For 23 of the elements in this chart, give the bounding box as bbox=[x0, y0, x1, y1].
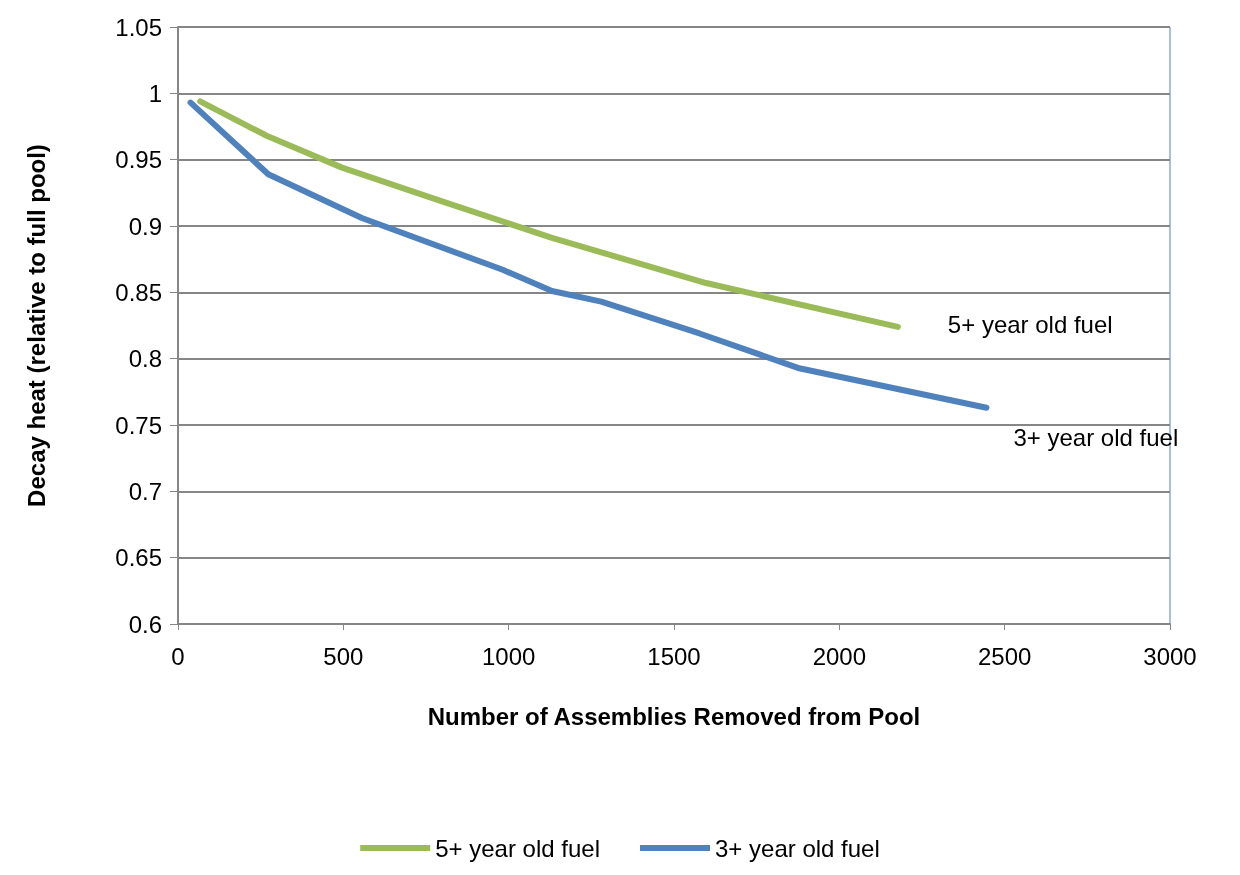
y-tick-label: 0.85 bbox=[115, 278, 162, 306]
legend-label: 5+ year old fuel bbox=[435, 834, 600, 862]
y-tick-label: 0.7 bbox=[128, 477, 162, 505]
y-tick-label: 0.8 bbox=[128, 345, 162, 373]
x-tick-label: 500 bbox=[323, 642, 364, 670]
x-tick-label: 1000 bbox=[481, 642, 536, 670]
x-tick-label: 2500 bbox=[977, 642, 1032, 670]
annotation: 5+ year old fuel bbox=[947, 311, 1113, 339]
y-tick-label: 0.65 bbox=[115, 544, 162, 572]
y-tick-label: 1.05 bbox=[115, 13, 162, 41]
annotation: 3+ year old fuel bbox=[1013, 424, 1179, 452]
y-tick-label: 1 bbox=[148, 79, 162, 107]
x-tick-label: 3000 bbox=[1143, 642, 1197, 670]
y-tick-label: 0.6 bbox=[128, 610, 162, 638]
y-tick-label: 0.75 bbox=[115, 411, 162, 439]
x-axis-title: Number of Assemblies Removed from Pool bbox=[427, 702, 921, 730]
legend-label: 3+ year old fuel bbox=[715, 834, 880, 862]
y-tick-label: 0.95 bbox=[115, 146, 162, 174]
x-tick-label: 0 bbox=[171, 642, 185, 670]
y-tick-label: 0.9 bbox=[128, 212, 162, 240]
x-tick-label: 2000 bbox=[812, 642, 867, 670]
y-axis-title: Decay heat (relative to full pool) bbox=[22, 144, 50, 507]
x-tick-label: 1500 bbox=[647, 642, 701, 670]
